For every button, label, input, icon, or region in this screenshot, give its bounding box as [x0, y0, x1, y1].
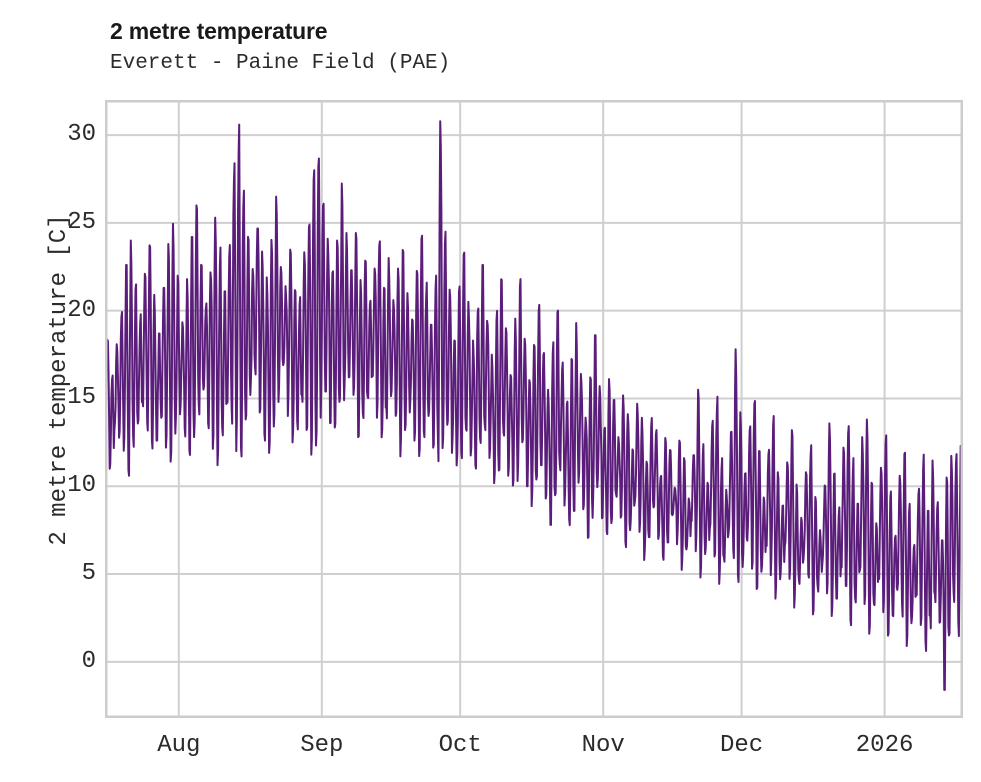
plot-area: [105, 100, 963, 718]
y-axis-tick-label: 10: [67, 472, 96, 500]
temperature-series-line: [105, 120, 963, 691]
chart-subtitle: Everett - Paine Field (PAE): [110, 52, 451, 75]
x-axis-tick-label: Nov: [581, 732, 625, 759]
y-axis-tick-label: 30: [67, 121, 96, 149]
y-axis-tick-label: 15: [67, 384, 96, 412]
y-axis-tick-label: 25: [67, 208, 96, 236]
y-axis-tick-label: 20: [67, 296, 96, 324]
temperature-line-chart: [105, 100, 963, 718]
x-axis-tick-label: Aug: [157, 732, 201, 759]
x-axis-tick-label: Oct: [438, 732, 482, 759]
x-axis-tick-label: Sep: [300, 732, 344, 759]
page-title: 2 metre temperature: [110, 18, 328, 44]
plot-frame: [105, 100, 963, 718]
x-axis-tick-label: Dec: [719, 732, 764, 759]
x-axis-tick-labels: Aug Sep Oct Nov Dec 2026: [105, 732, 963, 766]
series-layer: [105, 120, 963, 691]
y-axis-tick-label: 0: [81, 647, 96, 675]
x-axis-tick-label: 2026: [855, 732, 914, 759]
y-axis-tick-label: 5: [81, 560, 96, 588]
y-axis-tick-labels: 0 5 10 15 20 25 30: [20, 100, 96, 718]
